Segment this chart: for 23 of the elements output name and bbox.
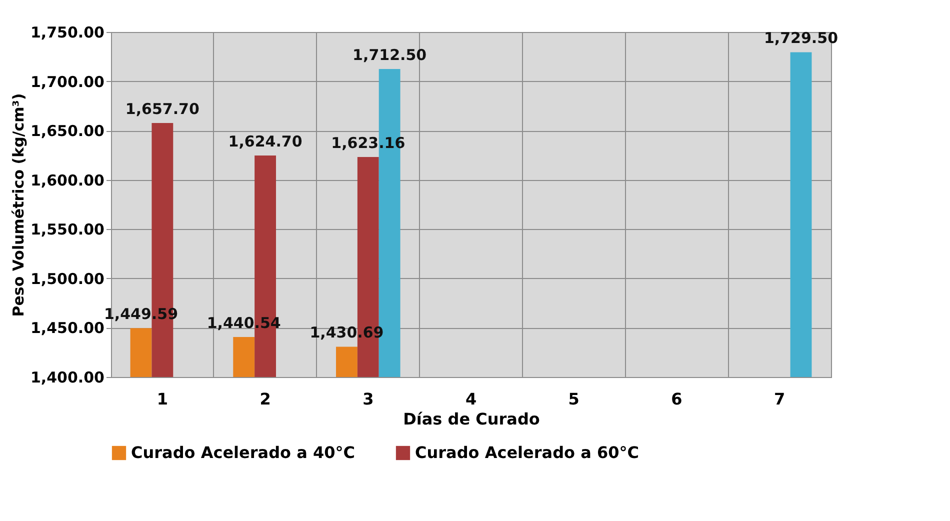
y-tick-label: 1,700.00 [30,72,104,91]
y-tick-label: 1,550.00 [30,220,104,239]
data-label: 1,624.70 [228,132,302,151]
data-label: 1,712.50 [352,46,427,64]
x-tick-label: 6 [671,390,682,408]
y-tick-label: 1,650.00 [30,122,104,140]
y-tick-label: 1,600.00 [30,171,104,190]
y-tick-label: 1,750.00 [30,24,104,42]
legend-label: Curado Acelerado a 40°C [131,443,355,462]
x-tick-label: 1 [156,390,168,408]
y-axis-title: Peso Volumétrico (kg/cm³) [9,93,28,317]
legend-label: Curado Acelerado a 60°C [415,443,639,462]
x-tick-label: 4 [465,390,477,408]
y-tick-label: 1,400.00 [30,368,104,386]
x-tick-label: 7 [774,390,786,408]
data-label: 1,657.70 [125,100,200,118]
x-tick-label: 5 [568,390,580,408]
x-tick-label: 3 [362,390,374,408]
y-tick-label: 1,450.00 [30,319,104,338]
x-tick-label: 2 [260,390,271,408]
data-label: 1,729.50 [764,29,838,48]
x-axis-title: Días de Curado [403,410,540,428]
y-tick-label: 1,500.00 [30,270,104,288]
